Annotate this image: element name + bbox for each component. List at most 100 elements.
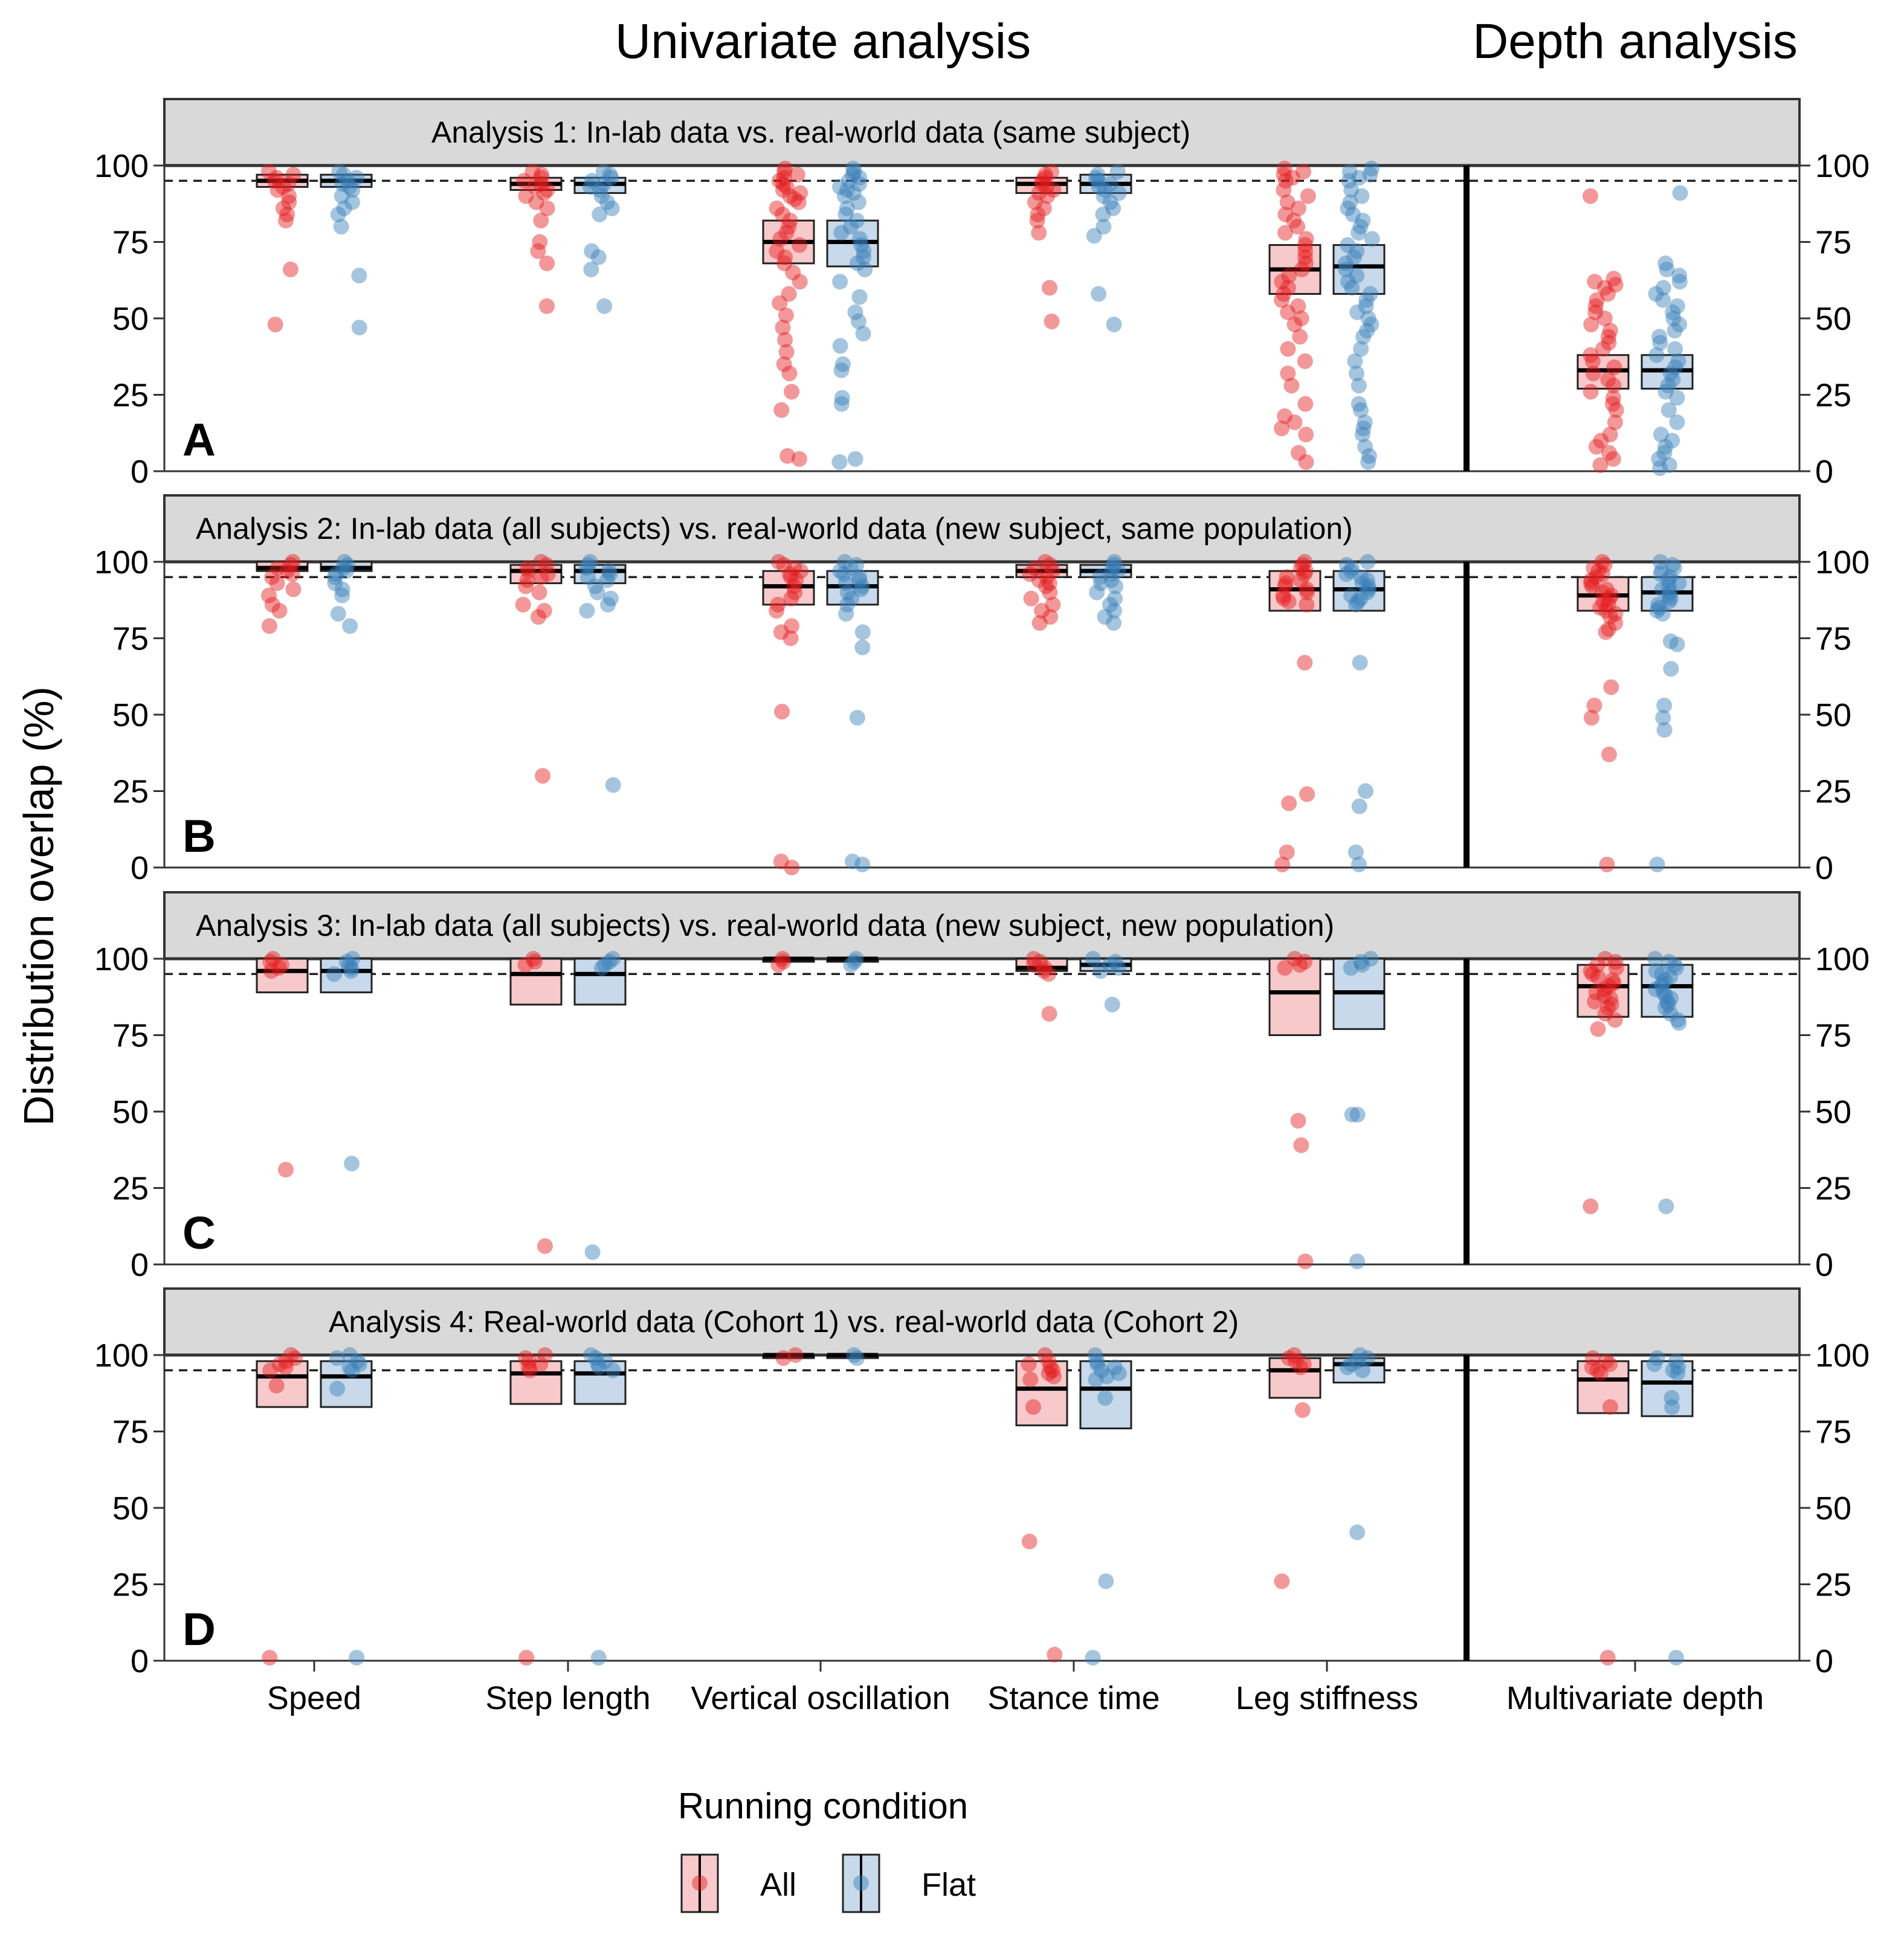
point-flat (336, 200, 352, 216)
box-all (509, 1360, 563, 1405)
point-all (1025, 957, 1042, 973)
point-flat (1650, 596, 1667, 613)
point-all (781, 365, 798, 382)
point-all (788, 572, 804, 588)
point-flat (1111, 185, 1127, 201)
point-all (1294, 1402, 1311, 1418)
legend: Running condition All Flat (678, 1786, 976, 1913)
box-flat (1332, 244, 1386, 295)
point-flat (856, 249, 872, 265)
point-flat (1669, 414, 1685, 431)
point-flat (857, 262, 873, 278)
point-flat (1088, 170, 1104, 186)
point-flat (334, 188, 350, 204)
box-all (1268, 1357, 1322, 1399)
point-all (518, 188, 534, 204)
point-flat (1340, 200, 1356, 216)
point-flat (839, 584, 856, 600)
box-all (1268, 958, 1322, 1036)
point-flat (1670, 1359, 1686, 1376)
point-all (520, 563, 537, 579)
point-flat (1671, 575, 1687, 591)
point-flat (851, 569, 868, 585)
point-all (773, 853, 789, 869)
plot-area (163, 958, 1801, 1266)
box-flat (1641, 964, 1694, 1018)
point-all (1274, 274, 1290, 290)
point-flat (1361, 581, 1377, 597)
point-flat (1096, 219, 1112, 235)
point-all (1607, 954, 1624, 970)
point-flat (831, 454, 848, 470)
point-flat (1671, 317, 1688, 333)
point-flat (1354, 188, 1370, 204)
point-all (279, 563, 295, 579)
point-flat (344, 194, 360, 210)
point-flat (854, 624, 871, 640)
point-flat (579, 560, 595, 576)
point-all (525, 951, 541, 967)
point-flat (1665, 311, 1682, 326)
panel-strip (163, 891, 1801, 960)
point-all (1296, 1356, 1312, 1373)
point-all (1292, 957, 1308, 973)
point-all (1605, 451, 1621, 467)
point-flat (1091, 286, 1107, 302)
point-all (1296, 566, 1312, 582)
point-all (1583, 710, 1599, 726)
point-flat (584, 243, 600, 259)
point-flat (846, 954, 862, 970)
point-flat (599, 194, 615, 210)
point-all (1031, 615, 1048, 631)
point-flat (326, 569, 343, 585)
point-all (1595, 341, 1611, 357)
point-all (777, 161, 793, 177)
point-all (1037, 1347, 1053, 1363)
point-flat (331, 164, 347, 180)
point-all (282, 262, 299, 278)
point-flat (1669, 636, 1685, 652)
point-all (786, 560, 802, 576)
point-flat (351, 320, 367, 336)
point-flat (334, 176, 350, 192)
point-flat (832, 274, 848, 290)
point-all (1585, 1350, 1601, 1367)
point-all (266, 173, 283, 189)
point-flat (1097, 1389, 1114, 1406)
point-all (1602, 990, 1619, 1006)
point-flat (1360, 1350, 1376, 1367)
point-all (778, 344, 795, 360)
point-all (769, 243, 785, 259)
point-all (1291, 445, 1307, 461)
point-all (532, 234, 548, 250)
point-all (285, 554, 301, 570)
point-flat (327, 575, 343, 591)
point-flat (1343, 1356, 1360, 1373)
point-all (1041, 966, 1057, 982)
point-flat (596, 298, 613, 314)
point-flat (1652, 554, 1668, 570)
point-all (1583, 575, 1599, 591)
point-all (771, 173, 787, 189)
point-flat (1341, 173, 1357, 189)
point-all (1298, 427, 1314, 443)
point-flat (341, 1347, 358, 1363)
point-all (1281, 795, 1297, 811)
point-all (1277, 173, 1294, 189)
point-flat (1102, 957, 1118, 973)
point-flat (1086, 228, 1102, 244)
point-flat (1359, 584, 1375, 600)
point-flat (329, 1350, 345, 1367)
point-flat (1668, 1353, 1684, 1370)
point-flat (1664, 557, 1680, 573)
point-all (1602, 323, 1618, 339)
y-tick-label: 0 (131, 1247, 149, 1283)
y-tick-label-right: 75 (1815, 1018, 1851, 1054)
point-flat (1662, 1006, 1679, 1022)
point-flat (1662, 633, 1679, 649)
point-flat (590, 1356, 606, 1373)
point-all (1600, 372, 1616, 388)
point-all (281, 194, 297, 210)
box-flat (320, 1360, 373, 1408)
point-flat (1103, 572, 1120, 588)
